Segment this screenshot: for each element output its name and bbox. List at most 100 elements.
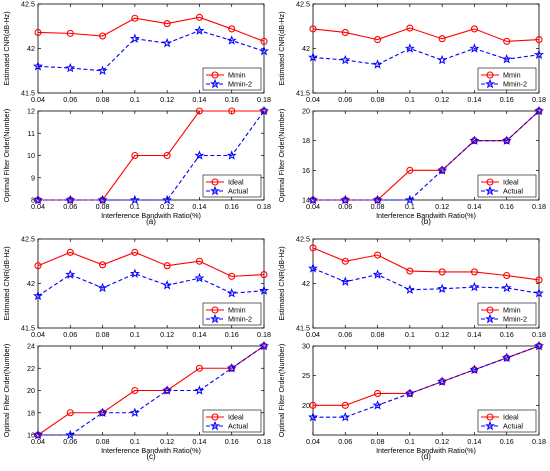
bottom-xtick-label: 0.18 <box>257 437 271 446</box>
bottom-xlabel: Interference Bandwith Ratio(%) <box>376 446 476 455</box>
top-xtick-label: 0.04 <box>31 330 45 339</box>
top-legend-label: Mmin <box>228 71 246 80</box>
data-point-star <box>97 65 108 75</box>
top-ylabel: Estimated CNR(dB-Hz) <box>2 246 11 320</box>
data-point-star <box>129 407 140 417</box>
data-point-circle <box>66 29 74 37</box>
bottom-series-line <box>37 345 265 436</box>
bottom-xtick-label: 0.1 <box>405 202 415 211</box>
data-point-star <box>162 194 173 205</box>
bottom-ytick-label: 14 <box>302 196 310 205</box>
data-point-star <box>437 283 448 294</box>
data-point-circle <box>260 37 268 45</box>
data-point-circle <box>470 268 478 276</box>
bottom-xtick-label: 0.1 <box>130 202 140 211</box>
legend-marker-star <box>485 78 495 89</box>
top-legend-label: Mmin-2 <box>228 315 252 324</box>
bottom-xtick-label: 0.04 <box>306 202 320 211</box>
legend-marker-star <box>485 185 495 196</box>
data-point-star <box>308 411 318 422</box>
data-point-circle <box>374 389 382 398</box>
data-point-circle <box>131 248 139 256</box>
bottom-ytick-label: 16 <box>302 166 310 175</box>
data-point-circle <box>195 364 203 372</box>
data-point-circle <box>260 271 268 279</box>
legend-marker-circle <box>486 413 494 421</box>
data-point-circle <box>195 13 203 21</box>
bottom-xtick-label: 0.06 <box>338 202 352 211</box>
top-ytick-label: 42.5 <box>21 235 35 244</box>
bottom-legend-label: Actual <box>228 422 248 431</box>
data-point-star <box>194 272 205 283</box>
top-series-line <box>37 273 265 297</box>
panel-d: 41.5 42 42.5 0.04 0.06 0.08 0.1 0.12 0.14 0.16 0.1… <box>277 235 546 462</box>
bottom-xtick-label: 0.14 <box>467 202 481 211</box>
data-point-circle <box>406 267 414 275</box>
bottom-ytick-label: 24 <box>27 342 35 351</box>
data-point-circle <box>34 28 42 37</box>
data-point-star <box>33 290 43 301</box>
legend-marker-star <box>210 313 220 324</box>
data-point-circle <box>309 244 317 252</box>
data-point-star <box>340 411 351 422</box>
data-point-circle <box>228 25 236 33</box>
top-ytick-label: 41.5 <box>21 89 35 98</box>
bottom-series-line <box>38 110 264 201</box>
data-point-star <box>162 37 173 48</box>
top-ytick-label: 42 <box>302 44 310 53</box>
data-point-star <box>194 150 205 160</box>
bottom-xtick-label: 0.12 <box>160 437 174 446</box>
data-point-star <box>194 25 205 35</box>
data-point-star <box>259 45 269 56</box>
top-xtick-label: 0.12 <box>160 95 174 104</box>
data-point-star <box>469 281 480 292</box>
data-point-circle <box>535 276 543 284</box>
data-point-circle <box>195 107 203 115</box>
bottom-ytick-label: 18 <box>27 408 35 417</box>
top-ytick-label: 42.5 <box>21 0 35 9</box>
data-point-star <box>437 54 448 65</box>
bottom-legend-label: Ideal <box>503 413 519 422</box>
data-point-star <box>469 135 480 145</box>
top-xtick-label: 0.14 <box>467 95 481 104</box>
bottom-xtick-label: 0.16 <box>500 437 514 446</box>
bottom-xtick-label: 0.08 <box>96 202 110 211</box>
bottom-ylabel: Optimal Filter Order(Number) <box>2 109 11 202</box>
data-point-circle <box>66 248 74 256</box>
bottom-ytick-label: 11 <box>28 129 35 138</box>
top-xtick-label: 0.14 <box>192 330 206 339</box>
data-point-circle <box>99 32 107 40</box>
data-point-star <box>97 194 108 205</box>
panel-label: (d) <box>421 452 431 461</box>
data-point-star <box>33 61 43 71</box>
top-xtick-label: 0.18 <box>257 330 271 339</box>
data-point-circle <box>34 262 42 270</box>
legend-marker-circle <box>486 306 494 314</box>
data-point-star <box>501 282 512 293</box>
top-series-line <box>312 27 540 42</box>
data-point-circle <box>99 261 107 269</box>
top-xtick-label: 0.16 <box>225 95 239 104</box>
top-legend-label: Mmin <box>228 306 246 315</box>
data-point-circle <box>228 272 236 280</box>
bottom-legend-label: Ideal <box>503 178 519 187</box>
bottom-xtick-label: 0.14 <box>192 202 206 211</box>
data-point-star <box>226 150 237 160</box>
legend-marker-circle <box>486 178 494 186</box>
top-xtick-label: 0.06 <box>63 95 77 104</box>
data-point-circle <box>341 401 349 409</box>
data-point-star <box>65 429 76 440</box>
data-point-circle <box>163 262 171 270</box>
top-ytick-label: 41.5 <box>296 89 310 98</box>
data-point-circle <box>163 151 171 160</box>
top-legend-label: Mmin-2 <box>503 80 527 89</box>
panel-label: (a) <box>146 217 156 226</box>
bottom-ytick-label: 12 <box>27 107 35 116</box>
top-xtick-label: 0.1 <box>405 95 415 104</box>
data-point-star <box>501 352 512 363</box>
bottom-xlabel: Interference Bandwith Ratio(%) <box>101 446 201 455</box>
bottom-xtick-label: 0.04 <box>31 202 45 211</box>
data-point-star <box>501 135 512 145</box>
data-point-star <box>437 376 448 386</box>
data-point-circle <box>470 25 478 33</box>
